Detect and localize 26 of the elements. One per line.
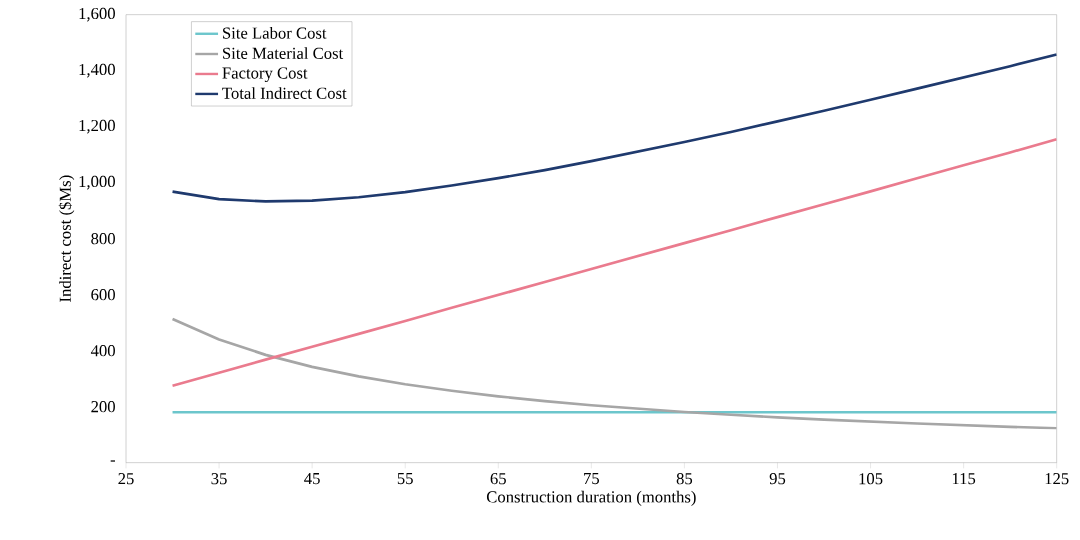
- legend-label: Site Labor Cost: [223, 26, 327, 39]
- y-tick-label: 1,000: [79, 175, 115, 190]
- y-tick-label: 400: [90, 345, 115, 357]
- x-tick-label: 65: [490, 473, 506, 485]
- x-tick-label: 125: [1045, 473, 1069, 485]
- x-tick-label: 45: [304, 473, 320, 485]
- x-tick-label: 95: [769, 473, 786, 485]
- x-tick-label: 35: [211, 473, 227, 485]
- x-tick-label: 105: [859, 473, 883, 485]
- legend-label: Total Indirect Cost: [222, 87, 347, 99]
- x-tick-label: 85: [676, 473, 693, 485]
- y-tick-label: 600: [91, 289, 115, 301]
- y-tick-label: 1,600: [79, 7, 115, 22]
- y-tick-label: 1,200: [79, 119, 115, 134]
- legend-label: Site Material Cost: [223, 47, 344, 59]
- y-tick-label: 200: [91, 401, 115, 413]
- x-tick-label: 55: [397, 473, 413, 485]
- y-tick-label: 800: [91, 233, 115, 245]
- y-tick-label: -: [110, 460, 116, 462]
- y-tick-label: 1,400: [79, 63, 115, 78]
- legend-label: Factory Cost: [222, 67, 308, 83]
- x-axis-title: Construction duration (months): [486, 490, 696, 506]
- x-tick-label: 115: [952, 473, 976, 485]
- x-tick-label: 75: [584, 473, 600, 485]
- x-tick-label: 25: [118, 473, 134, 485]
- y-axis-title: Indirect cost ($Ms): [58, 175, 75, 302]
